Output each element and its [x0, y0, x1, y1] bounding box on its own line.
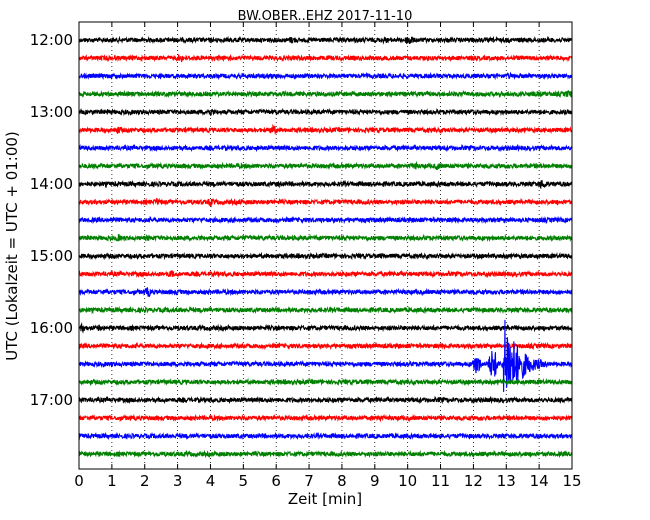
- trace-1530: [78, 287, 573, 298]
- x-tick-label: 3: [173, 472, 183, 490]
- trace-1700: [78, 395, 573, 405]
- trace-1245: [78, 89, 573, 99]
- trace-1315: [78, 123, 573, 135]
- trace-1400: [78, 179, 573, 190]
- x-tick-label: 15: [562, 472, 581, 490]
- y-tick-label: 12:00: [30, 31, 73, 49]
- trace-1515: [78, 269, 573, 279]
- grid-lines: [111, 22, 540, 469]
- x-tick-label: 11: [431, 472, 450, 490]
- y-tick-label: 13:00: [30, 103, 73, 121]
- x-tick-label: 12: [464, 472, 483, 490]
- trace-1500: [78, 251, 573, 261]
- trace-1630: [78, 319, 573, 392]
- x-tick-label: 9: [370, 472, 380, 490]
- trace-1645: [78, 377, 573, 387]
- trace-1345: [78, 160, 573, 171]
- trace-1745: [78, 449, 573, 459]
- trace-1300: [78, 107, 573, 117]
- x-tick-label: 6: [271, 472, 281, 490]
- x-tick-label: 8: [337, 472, 347, 490]
- axis-ticks: 0 1 2 3 4 5 6 7 8 9 10 11 12 13 14 1512:0013:0014:0015:…: [30, 22, 582, 490]
- trace-1600: [78, 321, 573, 334]
- chart-title: BW.OBER..EHZ 2017-11-10: [238, 9, 413, 24]
- plot-frame: [78, 21, 573, 470]
- x-axis-label: Zeit [min]: [288, 490, 362, 508]
- trace-1415: [78, 197, 573, 208]
- y-tick-label: 14:00: [30, 175, 73, 193]
- y-tick-label: 16:00: [30, 319, 73, 337]
- y-tick-label: 17:00: [30, 391, 73, 409]
- x-tick-label: 2: [140, 472, 150, 490]
- y-axis-label: UTC (Lokalzeit = UTC + 01:00): [3, 131, 21, 361]
- x-tick-label: 13: [497, 472, 516, 490]
- trace-1330: [78, 143, 573, 153]
- trace-1230: [78, 71, 573, 81]
- x-tick-label: 7: [304, 472, 314, 490]
- trace-1215: [78, 53, 573, 63]
- trace-1545: [78, 305, 573, 315]
- x-tick-label: 1: [107, 472, 117, 490]
- x-tick-label: 5: [239, 472, 249, 490]
- trace-1715: [78, 413, 573, 423]
- y-tick-label: 15:00: [30, 247, 73, 265]
- trace-1445: [78, 233, 573, 243]
- x-tick-label: 0: [74, 472, 84, 490]
- x-tick-label: 4: [206, 472, 216, 490]
- trace-1430: [78, 215, 573, 225]
- x-tick-label: 10: [398, 472, 417, 490]
- trace-1200: [78, 35, 573, 45]
- trace-1615: [78, 341, 573, 351]
- x-tick-label: 14: [530, 472, 549, 490]
- seismic-traces: [78, 35, 573, 459]
- trace-1730: [78, 431, 573, 441]
